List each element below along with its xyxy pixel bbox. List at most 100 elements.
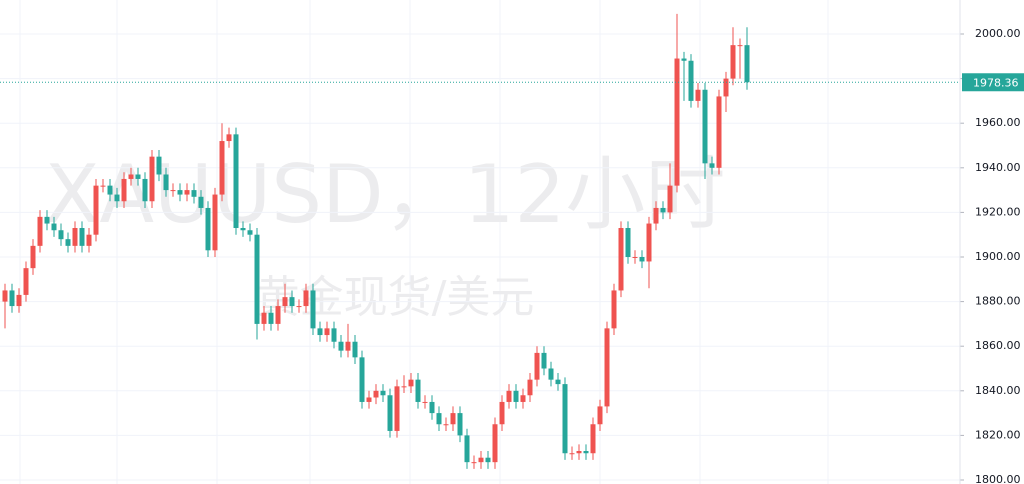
candle-body (366, 397, 372, 402)
candle-body (149, 156, 155, 202)
candle-body (429, 401, 435, 414)
y-tick-label: 1940.00 (975, 161, 1021, 174)
candle-body (261, 312, 267, 324)
candle-body (156, 156, 162, 175)
candle-body (72, 228, 78, 246)
candle-body (401, 386, 407, 388)
candle-body (450, 413, 456, 425)
candle-body (359, 357, 365, 402)
candle-body (716, 96, 722, 168)
candle-body (247, 230, 253, 235)
candle-body (408, 379, 414, 387)
candle-body (436, 413, 442, 425)
candle-body (492, 424, 498, 463)
y-tick-label: 1860.00 (975, 339, 1021, 352)
watermark-subtitle: 黄金现货/美元 (256, 272, 535, 323)
candle-body (135, 174, 141, 179)
candle-body (345, 341, 351, 351)
candle-body (128, 174, 134, 179)
candle-body (37, 216, 43, 246)
candle-body (681, 58, 687, 61)
candle-body (548, 368, 554, 380)
candle-body (485, 457, 491, 463)
candle-body (464, 435, 470, 463)
last-price-label: 1978.36 (973, 76, 1019, 89)
candle-body (646, 223, 652, 262)
candle-body (303, 290, 309, 307)
candle-body (233, 134, 239, 229)
candle-body (184, 190, 190, 195)
candle-body (674, 58, 680, 186)
candle-body (226, 134, 232, 142)
candle-body (30, 245, 36, 269)
candle-body (520, 395, 526, 402)
candle-body (114, 194, 120, 202)
candle-body (163, 174, 169, 191)
candle-body (457, 413, 463, 436)
candle-body (590, 424, 596, 454)
y-tick-label: 1920.00 (975, 205, 1021, 218)
y-tick-label: 1880.00 (975, 295, 1021, 308)
candle-body (373, 390, 379, 398)
time-grid (19, 0, 829, 484)
candle-body (695, 89, 701, 101)
candle-body (23, 268, 29, 295)
candle-body (121, 178, 127, 202)
candle-body (583, 451, 589, 454)
candle-body (660, 207, 666, 213)
candle-body (632, 257, 638, 258)
candle-body (653, 207, 659, 224)
candle-body (86, 234, 92, 246)
candle-body (16, 294, 22, 307)
candle-body (527, 379, 533, 396)
candle-body (597, 406, 603, 425)
y-tick-label: 2000.00 (975, 27, 1021, 40)
candle-body (513, 390, 519, 402)
candle-body (79, 228, 85, 246)
candle-body (352, 341, 358, 358)
candle-body (205, 207, 211, 251)
candle-body (191, 190, 197, 197)
candle-body (142, 178, 148, 202)
candle-body (51, 223, 57, 231)
candle-body (471, 462, 477, 464)
candle-body (569, 453, 575, 455)
candle-body (576, 451, 582, 454)
candle-body (625, 228, 631, 257)
candle-body (219, 141, 225, 195)
candle-body (604, 328, 610, 407)
candle-body (338, 341, 344, 351)
candle-body (296, 306, 302, 308)
y-tick-label: 1820.00 (975, 428, 1021, 441)
candle-body (744, 45, 750, 83)
candle-body (107, 185, 113, 195)
candle-body (289, 297, 295, 307)
candle-body (100, 185, 106, 187)
candle-body (394, 386, 400, 431)
candle-body (422, 401, 428, 403)
candle-body (730, 45, 736, 79)
candle-body (324, 328, 330, 336)
candle-body (737, 45, 743, 47)
candle-body (254, 234, 260, 324)
candle-body (702, 89, 708, 164)
candle-body (534, 352, 540, 380)
candle-body (331, 328, 337, 342)
candle-body (177, 190, 183, 195)
candle-body (541, 352, 547, 369)
candle-body (506, 390, 512, 402)
candle-body (499, 401, 505, 425)
candle-body (317, 328, 323, 336)
candle-body (44, 216, 50, 224)
candle-body (170, 190, 176, 192)
candle-body (611, 290, 617, 329)
candle-body (562, 384, 568, 454)
candle-body (618, 228, 624, 291)
y-tick-label: 1900.00 (975, 250, 1021, 263)
candle-body (443, 424, 449, 426)
candle-body (688, 60, 694, 101)
candle-body (2, 290, 8, 302)
candle-body (58, 230, 64, 240)
candle-body (198, 196, 204, 208)
